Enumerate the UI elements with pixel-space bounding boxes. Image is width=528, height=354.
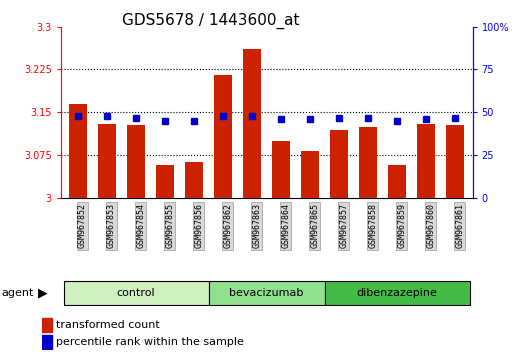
Bar: [360, 127, 377, 198]
Text: dibenzazepine: dibenzazepine: [357, 288, 438, 298]
Bar: [185, 162, 203, 198]
Text: GSM967854: GSM967854: [136, 203, 145, 249]
Text: GSM967856: GSM967856: [194, 203, 203, 249]
Bar: [127, 125, 145, 198]
Bar: [243, 50, 261, 198]
Bar: [98, 124, 116, 198]
Bar: [42, 335, 52, 349]
Text: GSM967858: GSM967858: [368, 203, 377, 249]
Bar: [69, 104, 87, 198]
Bar: [331, 130, 348, 198]
Text: GSM967852: GSM967852: [78, 203, 87, 249]
Text: GSM967861: GSM967861: [455, 203, 464, 249]
Bar: [325, 281, 470, 305]
Text: bevacizumab: bevacizumab: [230, 288, 304, 298]
Text: GSM967859: GSM967859: [397, 203, 406, 249]
Text: GSM967863: GSM967863: [252, 203, 261, 249]
Text: GSM967860: GSM967860: [426, 203, 435, 249]
Bar: [389, 165, 406, 198]
Text: transformed count: transformed count: [56, 320, 160, 330]
Text: ▶: ▶: [38, 287, 48, 299]
Bar: [209, 281, 325, 305]
Bar: [42, 318, 52, 332]
Bar: [156, 165, 174, 198]
Bar: [63, 281, 209, 305]
Text: control: control: [117, 288, 155, 298]
Text: GDS5678 / 1443600_at: GDS5678 / 1443600_at: [122, 12, 300, 29]
Bar: [272, 141, 290, 198]
Text: GSM967855: GSM967855: [165, 203, 174, 249]
Text: GSM967853: GSM967853: [107, 203, 116, 249]
Text: GSM967865: GSM967865: [310, 203, 319, 249]
Bar: [214, 75, 232, 198]
Text: GSM967864: GSM967864: [281, 203, 290, 249]
Text: GSM967857: GSM967857: [339, 203, 348, 249]
Text: percentile rank within the sample: percentile rank within the sample: [56, 337, 244, 347]
Bar: [301, 151, 319, 198]
Text: agent: agent: [1, 288, 33, 298]
Text: GSM967862: GSM967862: [223, 203, 232, 249]
Bar: [418, 124, 435, 198]
Bar: [447, 125, 464, 198]
